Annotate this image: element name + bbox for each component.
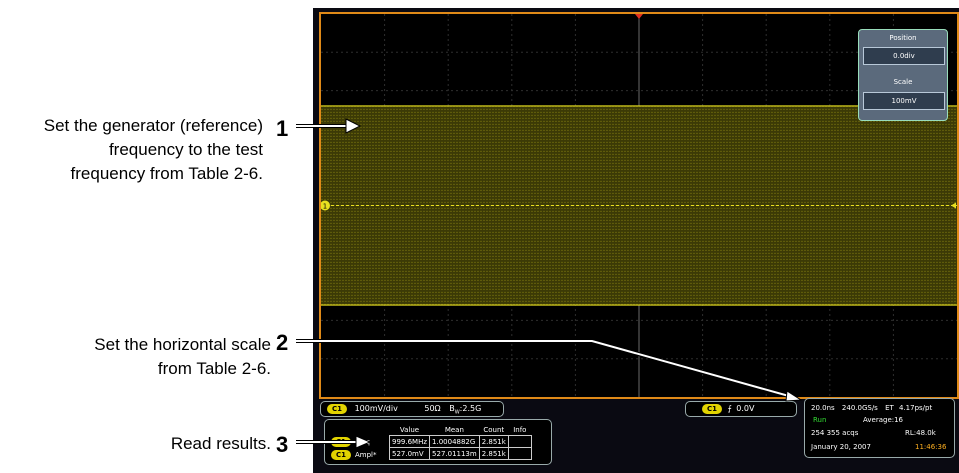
timebase: 20.0ns: [811, 404, 835, 412]
table-row: 999.6MHz 1.0004882G 2.851k: [388, 435, 532, 448]
measure-1-mean: 1.0004882G: [429, 435, 480, 448]
measure-1-label: Freq: [355, 438, 370, 446]
channel-readout[interactable]: C1 100mV/div 50Ω BW:2.5G: [320, 401, 504, 417]
channel-1-marker-label: 1: [323, 203, 327, 211]
trigger-channel-badge: C1: [702, 404, 723, 414]
bandwidth-limit: BW:2.5G: [449, 404, 482, 416]
callout-2-text: Set the horizontal scale from Table 2-6.: [94, 335, 271, 378]
channel-badge: C1: [327, 404, 348, 414]
position-label: Position: [889, 34, 917, 42]
col-header-mean: Mean: [444, 425, 464, 434]
table-row: 527.0mV 527.01113m 2.851k: [388, 447, 532, 460]
measure-2-badge: C1: [331, 450, 352, 460]
callout-3-number: 3: [276, 432, 289, 457]
measure-1-value: 999.6MHz: [388, 435, 431, 448]
trigger-position-marker[interactable]: [635, 14, 643, 19]
callout-3-text: Read results.: [170, 434, 271, 453]
average-count: Average:16: [863, 416, 904, 424]
run-state: Run: [813, 416, 827, 424]
waveform-graticule[interactable]: 1: [319, 12, 959, 399]
position-value[interactable]: 0.0div: [863, 47, 945, 65]
col-header-count: Count: [483, 425, 505, 434]
position-scale-control[interactable]: Position 0.0div Scale 100mV: [858, 29, 948, 121]
graticule-grid: 1: [321, 14, 957, 397]
volts-per-div: 100mV/div: [354, 404, 398, 413]
acquisition-readout[interactable]: 20.0ns 240.0GS/s ET 4.17ps/pt Run Averag…: [804, 398, 955, 458]
callout-1-number: 1: [276, 116, 289, 141]
clock: 11:46:36: [915, 443, 947, 451]
measure-2-info: [507, 447, 532, 460]
measure-2-label: Ampl*: [355, 451, 377, 459]
col-header-value: Value: [399, 425, 420, 434]
acquisition-count: 254 355 acqs: [811, 429, 859, 437]
callout-1-text: Set the generator (reference) frequency …: [43, 116, 263, 183]
measure-2-mean: 527.01113m: [429, 447, 480, 460]
scale-label: Scale: [893, 78, 913, 86]
acq-mode: ET: [885, 404, 894, 412]
record-length: RL:48.0k: [905, 429, 936, 437]
date: January 20, 2007: [811, 443, 871, 451]
measure-1-info: [507, 435, 532, 448]
results-table: Value Mean Count Info 999.6MHz 1.0004882…: [388, 424, 532, 460]
trigger-level-marker[interactable]: [951, 202, 956, 209]
col-header-info: Info: [513, 425, 527, 434]
resolution: 4.17ps/pt: [899, 404, 933, 412]
callout-2-number: 2: [276, 330, 289, 355]
trigger-slope-icon: ⨍: [727, 404, 732, 413]
measure-2-value: 527.0mV: [388, 447, 431, 460]
channel-1-marker[interactable]: [321, 200, 330, 211]
trigger-readout[interactable]: C1 ⨍ 0.0V: [685, 401, 797, 417]
measurement-results[interactable]: C1 Freq C1 Ampl* Value Mean Count Info 9…: [324, 419, 552, 465]
measure-1-count: 2.851k: [478, 435, 509, 448]
scale-value[interactable]: 100mV: [863, 92, 945, 110]
measure-1-badge: C1: [331, 437, 352, 447]
measure-2-count: 2.851k: [478, 447, 509, 460]
input-impedance: 50Ω: [424, 404, 441, 413]
trigger-level: 0.0V: [736, 404, 755, 413]
sample-rate: 240.0GS/s: [841, 404, 878, 412]
